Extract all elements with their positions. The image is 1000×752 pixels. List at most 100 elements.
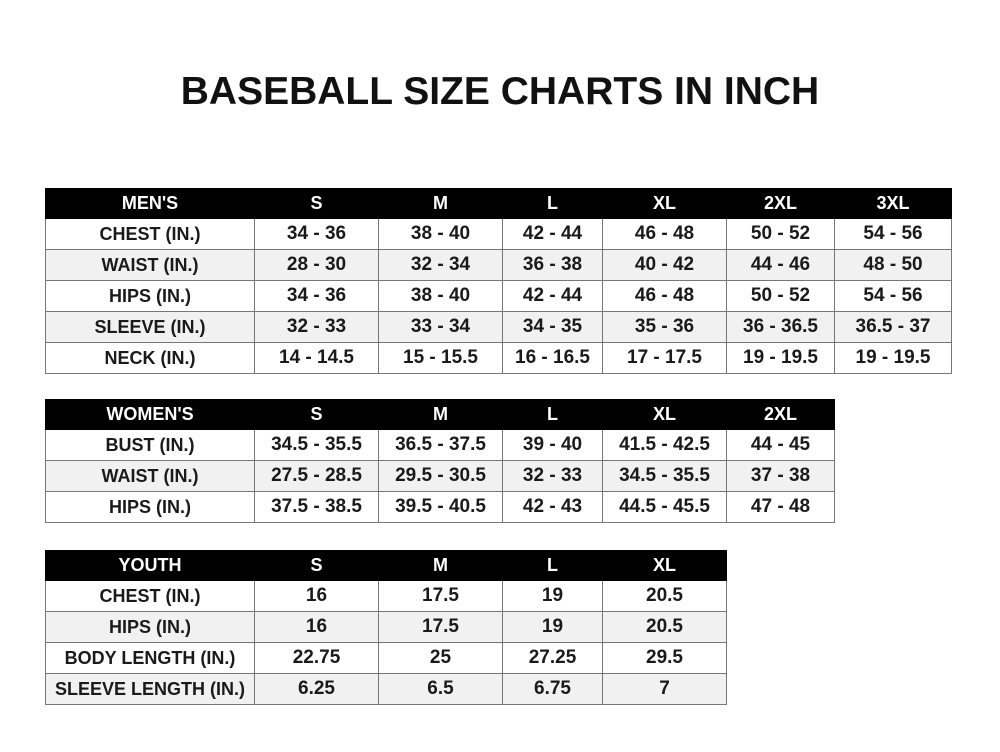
measurement-cell: 50 - 52 <box>726 218 835 250</box>
measurement-cell: 34 - 36 <box>254 280 379 312</box>
youth-size-table: YOUTH S M L XL CHEST (IN.) 16 17.5 19 20.5 HIPS (I… <box>45 550 727 705</box>
women-size-table: WOMEN'S S M L XL 2XL BUST (IN.) 34.5 - 35.5 36.5… <box>45 399 835 523</box>
size-header-cell: 2XL <box>726 188 835 219</box>
measurement-cell: 19 - 19.5 <box>834 342 952 374</box>
size-header-cell: 2XL <box>726 399 835 430</box>
row-label-cell: WAIST (IN.) <box>45 460 255 492</box>
measurement-cell: 17 - 17.5 <box>602 342 727 374</box>
measurement-cell: 50 - 52 <box>726 280 835 312</box>
measurement-cell: 7 <box>602 673 727 705</box>
row-label-cell: BODY LENGTH (IN.) <box>45 642 255 674</box>
row-label-cell: SLEEVE LENGTH (IN.) <box>45 673 255 705</box>
measurement-cell: 41.5 - 42.5 <box>602 429 727 461</box>
measurement-cell: 36 - 36.5 <box>726 311 835 343</box>
measurement-cell: 17.5 <box>378 611 503 643</box>
measurement-cell: 36.5 - 37.5 <box>378 429 503 461</box>
measurement-cell: 38 - 40 <box>378 280 503 312</box>
row-label-cell: SLEEVE (IN.) <box>45 311 255 343</box>
row-label-cell: WAIST (IN.) <box>45 249 255 281</box>
table-row: SLEEVE LENGTH (IN.) 6.25 6.5 6.75 7 <box>45 673 727 705</box>
measurement-cell: 42 - 43 <box>502 491 603 523</box>
measurement-cell: 44 - 45 <box>726 429 835 461</box>
table-row: CHEST (IN.) 34 - 36 38 - 40 42 - 44 46 - 48 5… <box>45 218 952 250</box>
size-header-cell: M <box>378 550 503 581</box>
measurement-cell: 38 - 40 <box>378 218 503 250</box>
men-size-table: MEN'S S M L XL 2XL 3XL CHEST (IN.) 34 - 36 38 - 4… <box>45 188 952 374</box>
size-header-cell: S <box>254 550 379 581</box>
measurement-cell: 29.5 - 30.5 <box>378 460 503 492</box>
measurement-cell: 34.5 - 35.5 <box>602 460 727 492</box>
measurement-cell: 14 - 14.5 <box>254 342 379 374</box>
measurement-cell: 19 - 19.5 <box>726 342 835 374</box>
size-header-cell: XL <box>602 399 727 430</box>
table-row: CHEST (IN.) 16 17.5 19 20.5 <box>45 580 727 612</box>
page-title: BASEBALL SIZE CHARTS IN INCH <box>180 70 820 113</box>
measurement-cell: 40 - 42 <box>602 249 727 281</box>
measurement-cell: 34.5 - 35.5 <box>254 429 379 461</box>
measurement-cell: 27.5 - 28.5 <box>254 460 379 492</box>
measurement-cell: 6.25 <box>254 673 379 705</box>
table-title-cell: MEN'S <box>45 188 255 219</box>
row-label-cell: CHEST (IN.) <box>45 218 255 250</box>
header-row: YOUTH S M L XL <box>45 550 727 581</box>
measurement-cell: 36 - 38 <box>502 249 603 281</box>
measurement-cell: 37.5 - 38.5 <box>254 491 379 523</box>
measurement-cell: 44.5 - 45.5 <box>602 491 727 523</box>
measurement-cell: 32 - 33 <box>254 311 379 343</box>
row-label-cell: NECK (IN.) <box>45 342 255 374</box>
measurement-cell: 27.25 <box>502 642 603 674</box>
table-title-cell: YOUTH <box>45 550 255 581</box>
measurement-cell: 16 <box>254 611 379 643</box>
size-header-cell: 3XL <box>834 188 952 219</box>
row-label-cell: CHEST (IN.) <box>45 580 255 612</box>
size-header-cell: M <box>378 188 503 219</box>
table-title-cell: WOMEN'S <box>45 399 255 430</box>
size-header-cell: L <box>502 550 603 581</box>
measurement-cell: 35 - 36 <box>602 311 727 343</box>
measurement-cell: 20.5 <box>602 580 727 612</box>
measurement-cell: 25 <box>378 642 503 674</box>
measurement-cell: 15 - 15.5 <box>378 342 503 374</box>
measurement-cell: 34 - 36 <box>254 218 379 250</box>
size-header-cell: XL <box>602 550 727 581</box>
measurement-cell: 44 - 46 <box>726 249 835 281</box>
size-header-cell: S <box>254 399 379 430</box>
measurement-cell: 32 - 33 <box>502 460 603 492</box>
measurement-cell: 42 - 44 <box>502 218 603 250</box>
row-label-cell: HIPS (IN.) <box>45 491 255 523</box>
measurement-cell: 34 - 35 <box>502 311 603 343</box>
size-header-cell: L <box>502 399 603 430</box>
table-row: BODY LENGTH (IN.) 22.75 25 27.25 29.5 <box>45 642 727 674</box>
size-header-cell: M <box>378 399 503 430</box>
measurement-cell: 16 <box>254 580 379 612</box>
measurement-cell: 39 - 40 <box>502 429 603 461</box>
measurement-cell: 54 - 56 <box>834 218 952 250</box>
table-row: WAIST (IN.) 27.5 - 28.5 29.5 - 30.5 32 - 33… <box>45 460 835 492</box>
measurement-cell: 20.5 <box>602 611 727 643</box>
measurement-cell: 36.5 - 37 <box>834 311 952 343</box>
measurement-cell: 48 - 50 <box>834 249 952 281</box>
measurement-cell: 42 - 44 <box>502 280 603 312</box>
header-row: MEN'S S M L XL 2XL 3XL <box>45 188 952 219</box>
measurement-cell: 33 - 34 <box>378 311 503 343</box>
measurement-cell: 54 - 56 <box>834 280 952 312</box>
size-header-cell: L <box>502 188 603 219</box>
measurement-cell: 19 <box>502 580 603 612</box>
row-label-cell: HIPS (IN.) <box>45 611 255 643</box>
measurement-cell: 6.75 <box>502 673 603 705</box>
measurement-cell: 46 - 48 <box>602 218 727 250</box>
measurement-cell: 46 - 48 <box>602 280 727 312</box>
size-header-cell: XL <box>602 188 727 219</box>
measurement-cell: 37 - 38 <box>726 460 835 492</box>
table-row: HIPS (IN.) 37.5 - 38.5 39.5 - 40.5 42 - 43 4… <box>45 491 835 523</box>
row-label-cell: HIPS (IN.) <box>45 280 255 312</box>
measurement-cell: 39.5 - 40.5 <box>378 491 503 523</box>
table-row: NECK (IN.) 14 - 14.5 15 - 15.5 16 - 16.5 17 … <box>45 342 952 374</box>
measurement-cell: 16 - 16.5 <box>502 342 603 374</box>
measurement-cell: 47 - 48 <box>726 491 835 523</box>
measurement-cell: 32 - 34 <box>378 249 503 281</box>
measurement-cell: 29.5 <box>602 642 727 674</box>
table-row: BUST (IN.) 34.5 - 35.5 36.5 - 37.5 39 - 40 4… <box>45 429 835 461</box>
table-row: HIPS (IN.) 34 - 36 38 - 40 42 - 44 46 - 48 50… <box>45 280 952 312</box>
table-row: WAIST (IN.) 28 - 30 32 - 34 36 - 38 40 - 42 4… <box>45 249 952 281</box>
